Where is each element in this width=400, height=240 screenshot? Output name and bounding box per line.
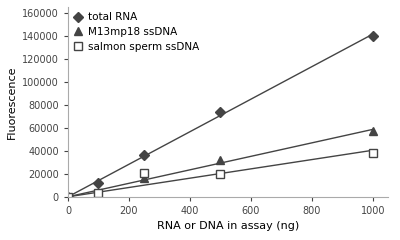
Line: total RNA: total RNA (64, 32, 376, 200)
total RNA (142, 154, 146, 157)
Line: salmon sperm ssDNA: salmon sperm ssDNA (64, 149, 377, 201)
salmon sperm ssDNA (370, 152, 375, 155)
total RNA (218, 110, 223, 113)
Y-axis label: Fluorescence: Fluorescence (6, 65, 16, 139)
total RNA (96, 182, 101, 185)
M13mp18 ssDNA (66, 195, 70, 198)
salmon sperm ssDNA (218, 172, 223, 175)
salmon sperm ssDNA (142, 171, 146, 174)
M13mp18 ssDNA (142, 177, 146, 180)
salmon sperm ssDNA (96, 192, 101, 195)
total RNA (370, 35, 375, 37)
Legend: total RNA, M13mp18 ssDNA, salmon sperm ssDNA: total RNA, M13mp18 ssDNA, salmon sperm s… (71, 10, 201, 54)
Line: M13mp18 ssDNA: M13mp18 ssDNA (64, 127, 377, 201)
M13mp18 ssDNA (218, 159, 223, 162)
X-axis label: RNA or DNA in assay (ng): RNA or DNA in assay (ng) (157, 221, 299, 231)
total RNA (66, 195, 70, 198)
M13mp18 ssDNA (370, 130, 375, 133)
salmon sperm ssDNA (66, 195, 70, 198)
